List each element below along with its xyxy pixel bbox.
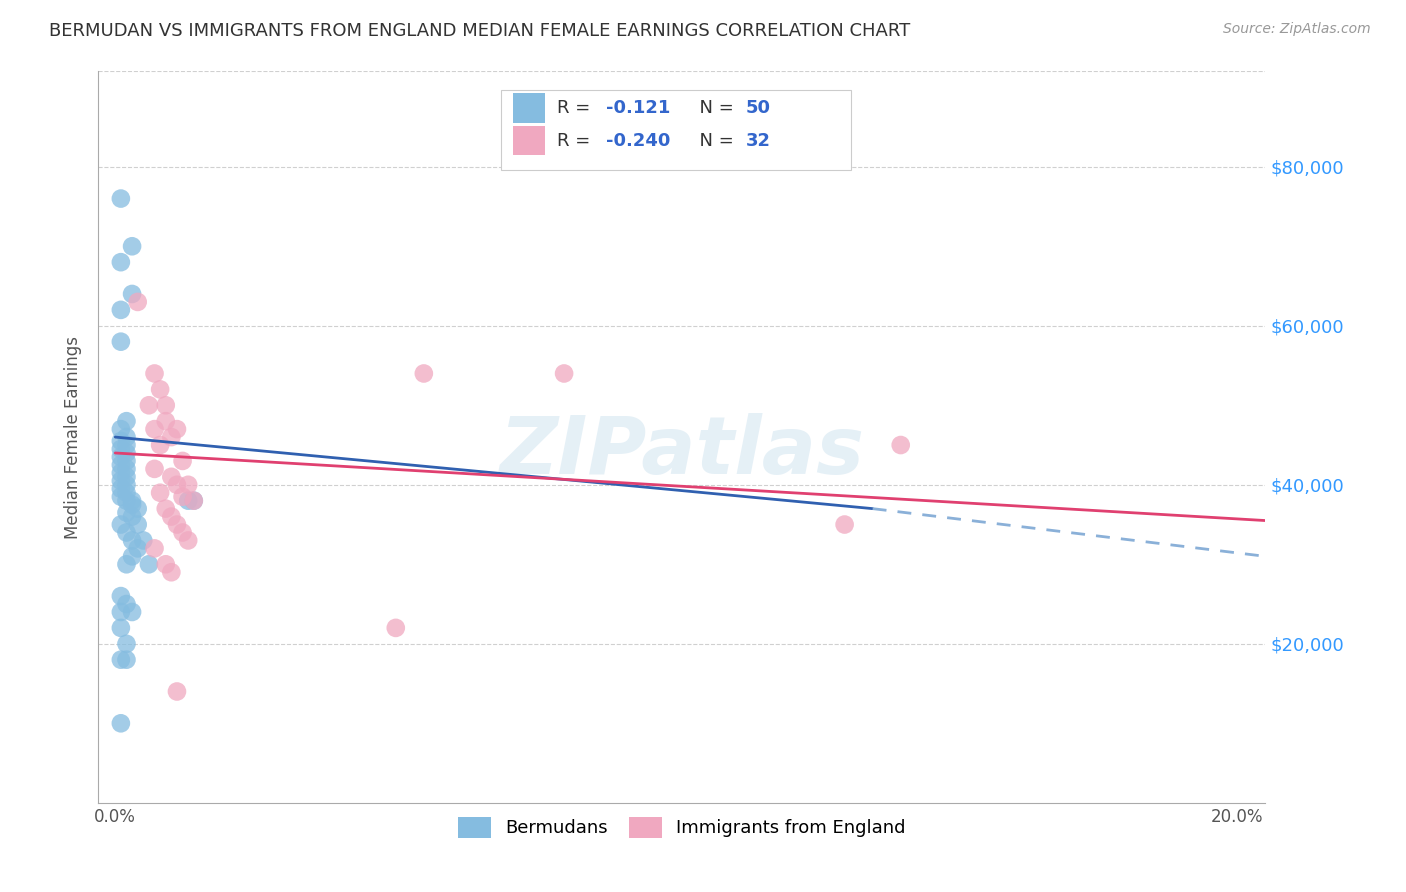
Point <box>160 430 183 444</box>
Point <box>132 533 155 548</box>
Point <box>160 509 183 524</box>
Point <box>177 477 200 491</box>
Point <box>127 541 149 556</box>
Point <box>110 458 132 472</box>
Point <box>138 398 160 412</box>
Point <box>172 454 194 468</box>
Text: Source: ZipAtlas.com: Source: ZipAtlas.com <box>1223 22 1371 37</box>
Point <box>110 482 132 496</box>
Point <box>890 438 912 452</box>
Point <box>121 287 143 301</box>
Point <box>177 493 200 508</box>
Point <box>834 517 856 532</box>
Point <box>160 470 183 484</box>
Text: -0.240: -0.240 <box>606 132 671 150</box>
Point <box>110 450 132 464</box>
Point <box>149 485 172 500</box>
Point <box>127 501 149 516</box>
Point <box>172 525 194 540</box>
Point <box>115 525 138 540</box>
Point <box>183 493 205 508</box>
Point <box>110 490 132 504</box>
Point <box>553 367 575 381</box>
Point <box>143 422 166 436</box>
Point <box>121 533 143 548</box>
Point <box>166 684 188 698</box>
Point <box>110 334 132 349</box>
Point <box>121 509 143 524</box>
Point <box>115 462 138 476</box>
Point <box>177 533 200 548</box>
Point <box>115 637 138 651</box>
Point <box>115 470 138 484</box>
FancyBboxPatch shape <box>501 90 851 170</box>
Point <box>166 477 188 491</box>
Point <box>110 605 132 619</box>
Point <box>115 477 138 491</box>
Point <box>121 605 143 619</box>
Point <box>110 302 132 317</box>
Point <box>110 621 132 635</box>
Point <box>115 597 138 611</box>
Point <box>143 541 166 556</box>
FancyBboxPatch shape <box>513 126 546 155</box>
Point <box>115 506 138 520</box>
Point <box>110 442 132 456</box>
Point <box>115 430 138 444</box>
Y-axis label: Median Female Earnings: Median Female Earnings <box>65 335 83 539</box>
Text: R =: R = <box>557 99 596 117</box>
Point <box>110 474 132 488</box>
Point <box>166 422 188 436</box>
Point <box>149 383 172 397</box>
Point <box>115 558 138 572</box>
Point <box>121 549 143 564</box>
Point <box>115 446 138 460</box>
Point <box>115 493 138 508</box>
Point <box>412 367 434 381</box>
Point <box>110 466 132 480</box>
Point <box>115 454 138 468</box>
Point <box>183 493 205 508</box>
Point <box>143 367 166 381</box>
Point <box>155 414 177 428</box>
Point <box>384 621 406 635</box>
Text: 32: 32 <box>747 132 770 150</box>
Point <box>115 438 138 452</box>
Legend: Bermudans, Immigrants from England: Bermudans, Immigrants from England <box>451 810 912 845</box>
Point <box>110 517 132 532</box>
Text: N =: N = <box>688 132 740 150</box>
Point <box>155 558 177 572</box>
Text: 50: 50 <box>747 99 770 117</box>
FancyBboxPatch shape <box>513 94 546 122</box>
Point <box>138 558 160 572</box>
Point <box>115 485 138 500</box>
Text: BERMUDAN VS IMMIGRANTS FROM ENGLAND MEDIAN FEMALE EARNINGS CORRELATION CHART: BERMUDAN VS IMMIGRANTS FROM ENGLAND MEDI… <box>49 22 911 40</box>
Point <box>110 589 132 603</box>
Point <box>143 462 166 476</box>
Point <box>172 490 194 504</box>
Point <box>160 566 183 580</box>
Point <box>155 501 177 516</box>
Point <box>110 422 132 436</box>
Point <box>115 414 138 428</box>
Text: -0.121: -0.121 <box>606 99 671 117</box>
Point <box>115 653 138 667</box>
Text: N =: N = <box>688 99 740 117</box>
Point <box>149 438 172 452</box>
Point <box>110 434 132 448</box>
Point <box>127 294 149 309</box>
Point <box>110 653 132 667</box>
Point <box>166 517 188 532</box>
Point <box>110 255 132 269</box>
Point <box>110 192 132 206</box>
Point <box>127 517 149 532</box>
Point <box>121 239 143 253</box>
Point <box>121 493 143 508</box>
Text: ZIPatlas: ZIPatlas <box>499 413 865 491</box>
Text: R =: R = <box>557 132 596 150</box>
Point <box>121 498 143 512</box>
Point <box>110 716 132 731</box>
Point <box>155 398 177 412</box>
